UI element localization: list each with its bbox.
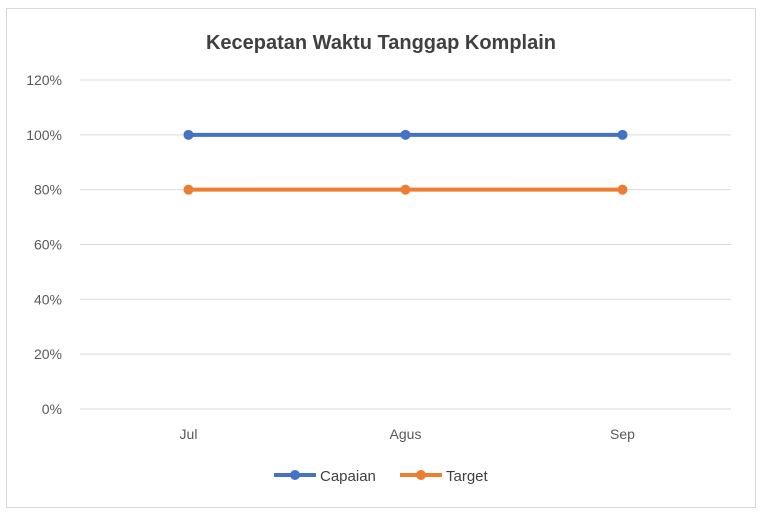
data-point-capaian [617,129,628,140]
series-group [183,129,628,195]
y-tick-label: 0% [42,401,62,417]
x-tick-label: Agus [390,426,422,442]
y-tick-label: 40% [34,291,62,307]
data-point-target [617,184,628,195]
chart-title: Kecepatan Waktu Tanggap Komplain [206,32,556,54]
y-tick-label: 80% [34,182,62,198]
y-tick-label: 60% [34,237,62,253]
y-axis-ticks: 0% 20% 40% 60% 80% 100% 120% [26,72,62,417]
y-tick-label: 120% [26,72,62,88]
data-point-target [400,184,411,195]
y-tick-label: 20% [34,346,62,362]
data-point-target [183,184,194,195]
data-point-capaian [183,129,194,140]
legend-label-target: Target [446,468,489,485]
legend-marker-target [416,470,426,480]
data-point-capaian [400,129,411,140]
y-tick-label: 100% [26,127,62,143]
x-tick-label: Jul [180,426,198,442]
gridlines [80,79,731,410]
x-tick-label: Sep [610,426,635,442]
legend-marker-capaian [290,470,300,480]
x-axis-ticks: Jul Agus Sep [180,426,636,442]
legend-label-capaian: Capaian [320,468,376,485]
chart-frame [6,8,756,508]
legend: Capaian Target [274,468,489,485]
